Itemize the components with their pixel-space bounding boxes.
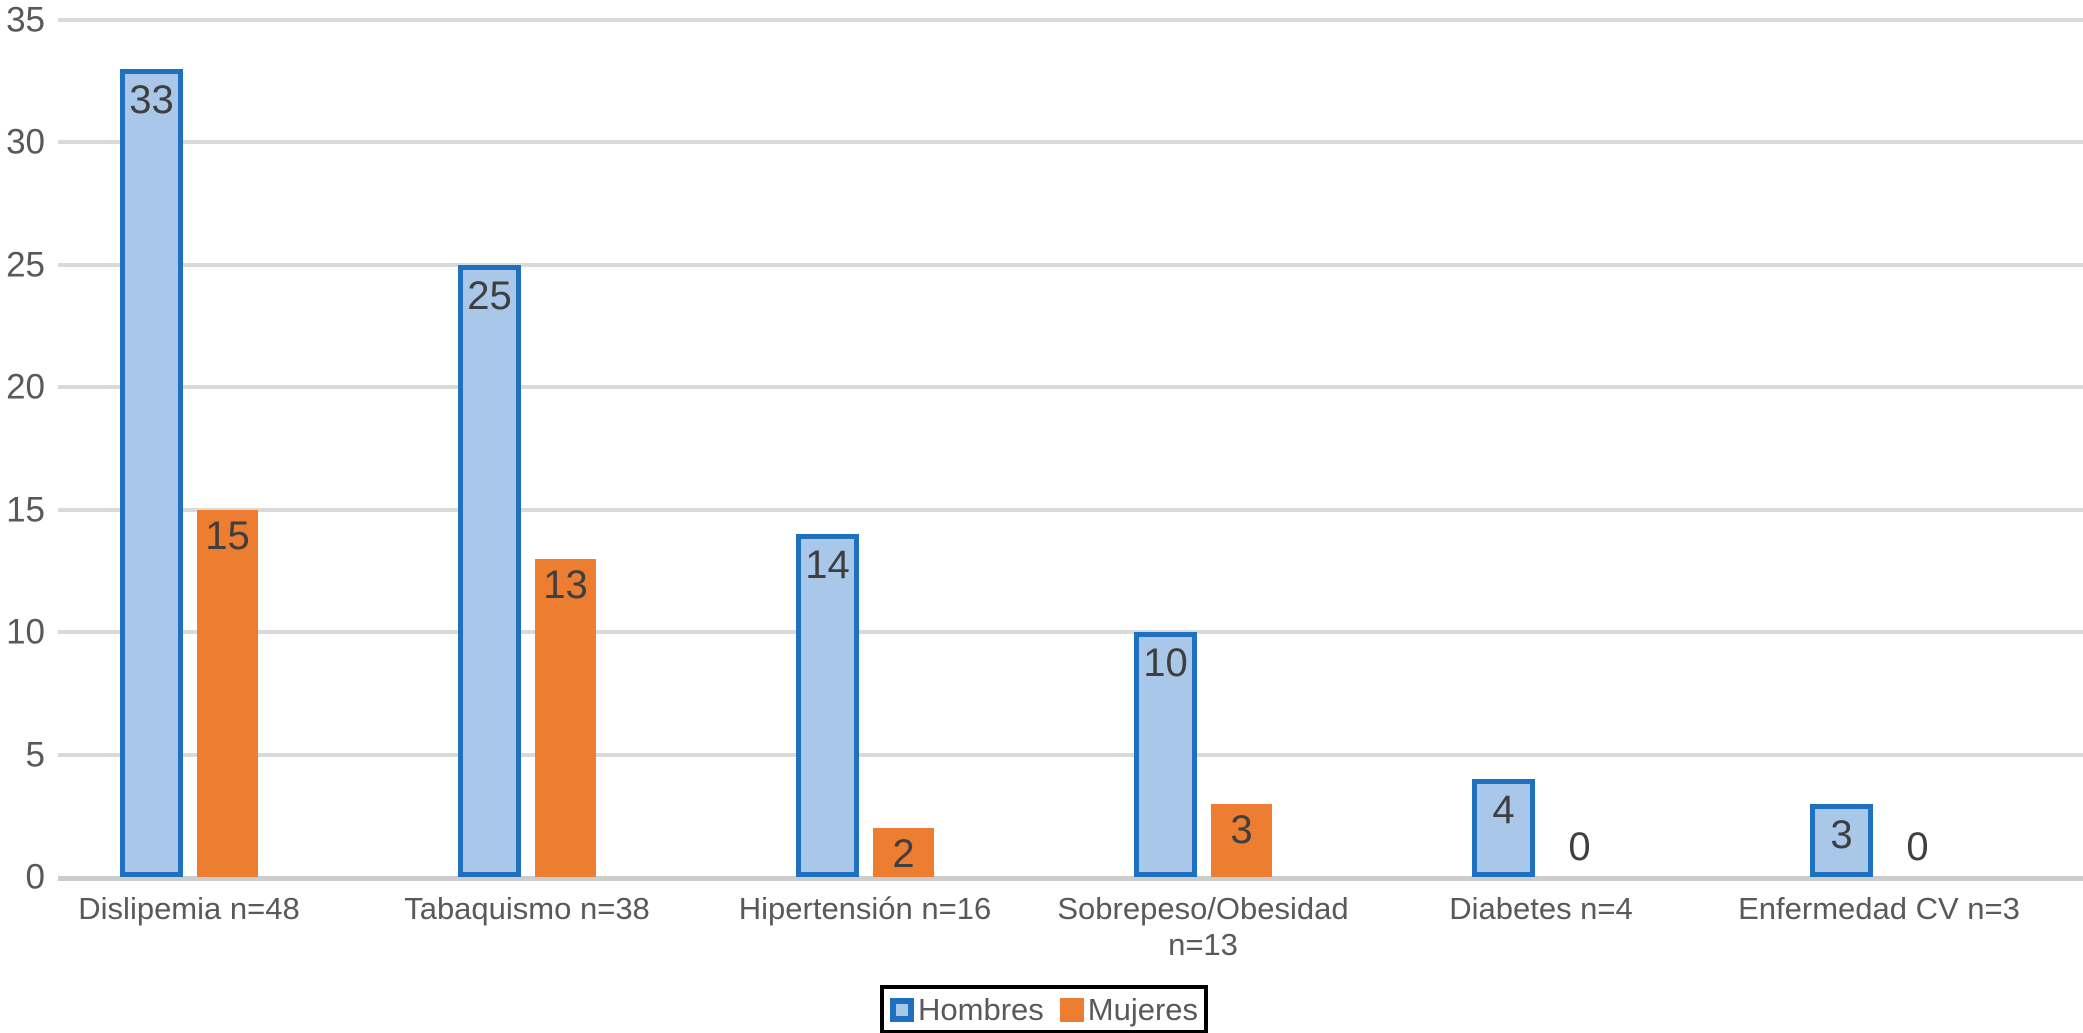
- data-label-mujeres-diabetes-n-4: 0: [1568, 825, 1591, 869]
- bar-group-sobrepeso-obesidad-n-13: 10 3: [1034, 20, 1372, 877]
- gridline-30: [58, 140, 2083, 144]
- gridline-25: [58, 263, 2083, 267]
- data-label-mujeres-sobrepeso-obesidad-n-13: 3: [1230, 808, 1253, 852]
- y-tick-label-20: 20: [6, 367, 45, 407]
- category-label-diabetes-n-4: Diabetes n=4: [1449, 891, 1633, 926]
- bar-hombres-diabetes-n-4: 4: [1472, 779, 1535, 877]
- data-label-hombres-tabaquismo-n-38: 25: [467, 274, 512, 318]
- gridline-5: [58, 753, 2083, 757]
- x-axis-line: [58, 876, 2083, 881]
- bar-mujeres-hipertensio-n-n-16: 2: [873, 828, 934, 877]
- bar-hombres-tabaquismo-n-38: 25: [458, 265, 521, 877]
- data-label-hombres-hipertensio-n-n-16: 14: [805, 543, 850, 587]
- gridline-15: [58, 508, 2083, 512]
- bar-group-dislipemia-n-48: 33 15: [20, 20, 358, 877]
- legend-label-hombres: Hombres: [918, 992, 1044, 1027]
- category-label-enfermedad-cv-n-3: Enfermedad CV n=3: [1738, 891, 2020, 926]
- plot-area: 33 15 25 13 14 2 10 3 4 0 3 0: [20, 20, 2048, 877]
- data-label-hombres-enfermedad-cv-n-3: 3: [1830, 813, 1853, 857]
- legend-label-mujeres: Mujeres: [1087, 992, 1199, 1027]
- gridline-20: [58, 385, 2083, 389]
- y-tick-label-10: 10: [6, 612, 45, 652]
- bar-hombres-sobrepeso-obesidad-n-13: 10: [1134, 632, 1197, 877]
- bar-mujeres-sobrepeso-obesidad-n-13: 3: [1211, 804, 1272, 877]
- x-axis-category-labels: Dislipemia n=48 Tabaquismo n=38 Hipertensi…: [20, 891, 2048, 962]
- legend: Hombres Mujeres: [880, 985, 1209, 1033]
- data-label-mujeres-enfermedad-cv-n-3: 0: [1906, 825, 1929, 869]
- bar-mujeres-tabaquismo-n-38: 13: [535, 559, 596, 877]
- legend-item-hombres: Hombres: [890, 994, 1044, 1025]
- category-label-dislipemia-n-48: Dislipemia n=48: [78, 891, 300, 926]
- bar-hombres-dislipemia-n-48: 33: [120, 69, 183, 877]
- legend-swatch-mujeres-icon: [1059, 997, 1084, 1022]
- y-tick-label-15: 15: [6, 490, 45, 530]
- category-label-tabaquismo-n-38: Tabaquismo n=38: [404, 891, 650, 926]
- bar-hombres-enfermedad-cv-n-3: 3: [1810, 804, 1873, 877]
- data-label-hombres-dislipemia-n-48: 33: [129, 78, 174, 122]
- y-tick-label-5: 5: [25, 735, 45, 775]
- data-label-mujeres-tabaquismo-n-38: 13: [543, 563, 588, 607]
- data-label-mujeres-dislipemia-n-48: 15: [205, 514, 250, 558]
- data-label-mujeres-hipertensio-n-n-16: 2: [892, 832, 915, 876]
- data-label-hombres-diabetes-n-4: 4: [1492, 788, 1515, 832]
- bar-group-tabaquismo-n-38: 25 13: [358, 20, 696, 877]
- y-tick-label-30: 30: [6, 122, 45, 162]
- category-label-sobrepeso-obesidad-n-13: Sobrepeso/Obesidad n=13: [1057, 891, 1349, 962]
- gridline-10: [58, 630, 2083, 634]
- legend-item-mujeres: Mujeres: [1059, 992, 1199, 1027]
- gridline-35: [58, 18, 2083, 22]
- bar-hombres-hipertensio-n-n-16: 14: [796, 534, 859, 877]
- bar-group-hipertensio-n-n-16: 14 2: [696, 20, 1034, 877]
- y-tick-label-0: 0: [25, 857, 45, 897]
- y-tick-label-25: 25: [6, 245, 45, 285]
- data-label-hombres-sobrepeso-obesidad-n-13: 10: [1143, 641, 1188, 685]
- category-label-hipertensio-n-n-16: Hipertensión n=16: [738, 891, 992, 926]
- y-tick-label-35: 35: [6, 0, 45, 40]
- bar-mujeres-dislipemia-n-48: 15: [197, 510, 258, 877]
- legend-swatch-hombres-icon: [890, 997, 914, 1022]
